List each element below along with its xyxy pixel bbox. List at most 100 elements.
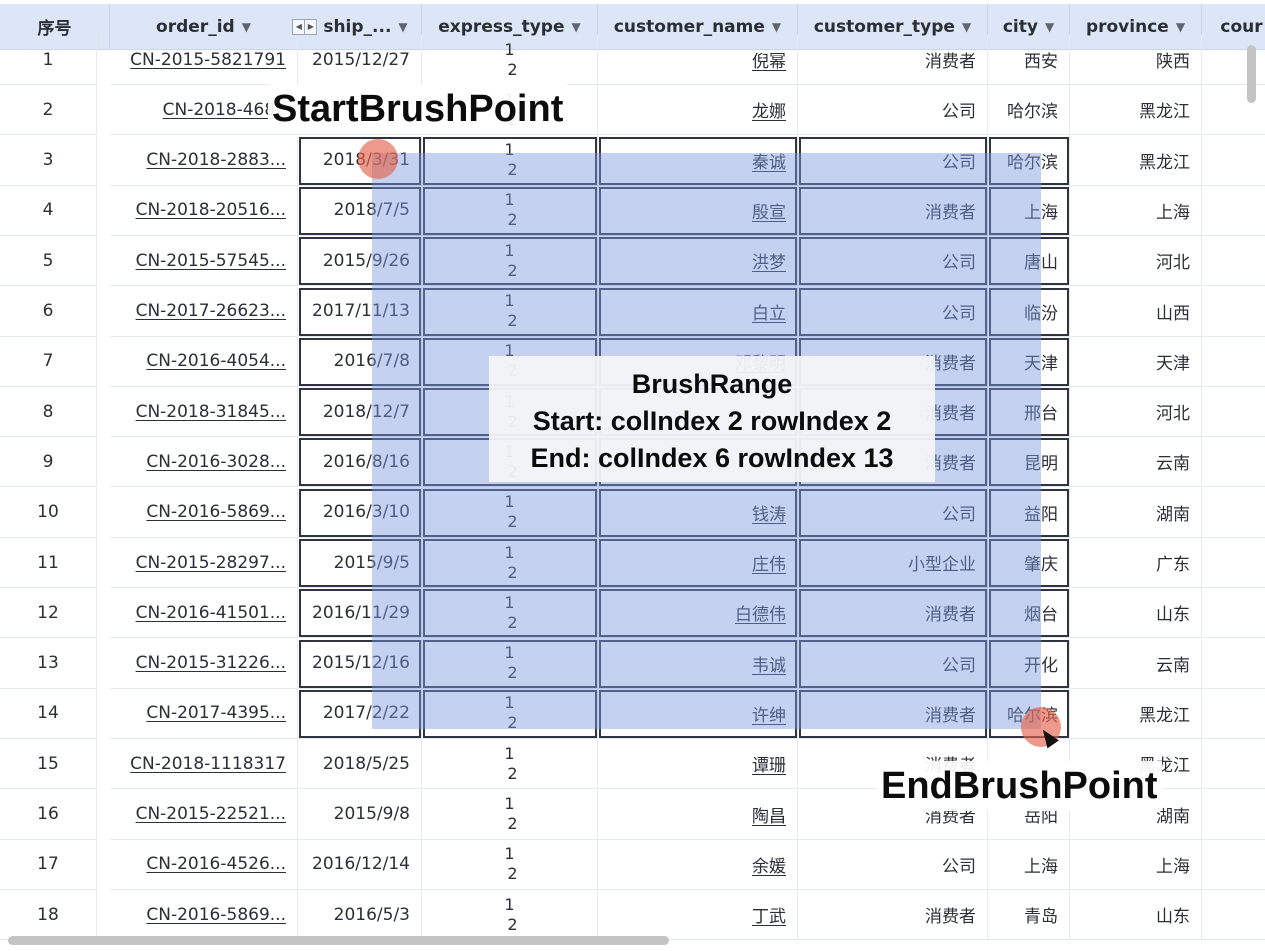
col-ship-cell[interactable]: 2016/3/10 [298, 487, 422, 538]
col-order-id-cell[interactable]: CN-2016-41501... [110, 588, 298, 639]
header-col-index[interactable]: 序号 [0, 4, 110, 50]
col-country-cell[interactable] [1202, 790, 1265, 840]
col-country-cell[interactable] [1202, 890, 1265, 941]
col-country-cell[interactable] [1202, 287, 1265, 337]
col-customer-name-value[interactable]: 陶昌 [752, 806, 786, 827]
col-country-cell[interactable] [1202, 35, 1265, 85]
horizontal-scrollbar[interactable] [8, 936, 669, 945]
col-ship-cell[interactable]: 2016/7/8 [298, 336, 422, 387]
col-index-cell[interactable]: 17 [0, 839, 97, 890]
sort-dropdown-icon[interactable]: ▼ [771, 19, 782, 34]
col-customer-type-cell[interactable]: 公司 [798, 839, 988, 890]
table-row[interactable]: 10 CN-2016-5869... 2016/3/10 1 2 钱涛 公司 益阳 湖南 [0, 487, 1265, 538]
col-order-id-value[interactable]: CN-2018-20516... [135, 200, 286, 221]
col-city-cell[interactable]: 开化 [988, 638, 1070, 689]
col-customer-name-value[interactable]: 许绅 [752, 705, 786, 726]
col-order-id-cell[interactable]: CN-2018-2883... [110, 135, 298, 186]
col-customer-name-cell[interactable]: 秦诚 [598, 135, 798, 186]
col-province-cell[interactable]: 云南 [1070, 437, 1202, 488]
col-ship-cell[interactable]: 2015/9/5 [298, 538, 422, 588]
col-country-cell[interactable] [1202, 85, 1265, 136]
sort-dropdown-icon[interactable]: ▼ [961, 19, 972, 34]
col-customer-name-cell[interactable]: 白立 [598, 286, 798, 337]
col-ship-cell[interactable]: 2016/8/16 [298, 437, 422, 488]
header-col-city[interactable]: city ▼ [988, 4, 1070, 50]
table-row[interactable]: 18 CN-2016-5869... 2016/5/3 1 2 丁武 消费者 青岛 山东 [0, 890, 1265, 941]
col-order-id-cell[interactable]: CN-2018-20516... [110, 185, 298, 236]
col-province-cell[interactable]: 湖南 [1070, 789, 1202, 840]
col-ship-cell[interactable]: 2018/12/7 [298, 387, 422, 438]
col-order-id-cell[interactable]: CN-2015-22521... [110, 789, 298, 840]
col-ship-cell[interactable]: 2016/12/14 [298, 839, 422, 890]
table-row[interactable]: 2CN-2018-468212龙娜公司哈尔滨黑龙江 [0, 85, 1265, 136]
col-customer-name-value[interactable]: 庄伟 [752, 555, 786, 575]
col-customer-type-cell[interactable]: 消费者 [798, 890, 988, 941]
col-customer-name-value[interactable]: 韦诚 [752, 655, 786, 676]
col-index-cell[interactable]: 6 [0, 286, 97, 337]
col-index-cell[interactable]: 5 [0, 236, 97, 287]
col-index-cell[interactable]: 16 [0, 789, 97, 840]
col-city-cell[interactable]: 烟台 [988, 588, 1070, 639]
col-country-cell[interactable] [1202, 588, 1265, 639]
col-city-cell[interactable]: 上海 [988, 839, 1070, 890]
col-province-cell[interactable]: 陕西 [1070, 35, 1202, 85]
col-customer-type-cell[interactable]: 消费者 [798, 35, 988, 85]
col-order-id-cell[interactable]: CN-2015-28297... [110, 538, 298, 588]
table-row[interactable]: 16 CN-2015-22521... 2015/9/8 1 2 陶昌 消费者 岳阳 湖南 [0, 789, 1265, 840]
col-customer-name-value[interactable]: 谭珊 [752, 756, 786, 777]
col-customer-name-value[interactable]: 倪幂 [752, 52, 786, 72]
col-customer-type-cell[interactable]: 消费者 [798, 789, 988, 840]
col-customer-name-value[interactable]: 白立 [752, 303, 786, 324]
col-customer-type-cell[interactable]: 公司 [798, 85, 988, 136]
col-city-cell[interactable]: 肇庆 [988, 538, 1070, 588]
col-index-cell[interactable]: 13 [0, 638, 97, 689]
col-city-cell[interactable]: 益阳 [988, 487, 1070, 538]
table-row[interactable]: 4 CN-2018-20516... 2018/7/5 1 2 殷宣 消费者 上海 上海 [0, 185, 1265, 236]
col-index-cell[interactable]: 7 [0, 336, 97, 387]
col-customer-name-value[interactable]: 白德伟 [735, 605, 786, 626]
col-order-id-cell[interactable]: CN-2016-3028... [110, 437, 298, 488]
col-index-cell[interactable]: 14 [0, 688, 97, 739]
col-province-cell[interactable]: 黑龙江 [1070, 688, 1202, 739]
table-row[interactable]: 5 CN-2015-57545... 2015/9/26 1 2 洪梦 公司 唐山 河北 [0, 236, 1265, 287]
col-index-cell[interactable]: 8 [0, 387, 97, 438]
col-province-cell[interactable]: 黑龙江 [1070, 85, 1202, 136]
col-province-cell[interactable]: 河北 [1070, 236, 1202, 287]
col-order-id-value[interactable]: CN-2018-1118317 [130, 753, 286, 774]
col-order-id-value[interactable]: CN-2018-4682 [162, 99, 286, 120]
col-city-cell[interactable]: 青岛 [988, 890, 1070, 941]
col-customer-type-cell[interactable]: 公司 [798, 638, 988, 689]
col-order-id-cell[interactable]: CN-2016-5869... [110, 890, 298, 941]
col-order-id-cell[interactable]: CN-2018-31845... [110, 387, 298, 438]
col-index-cell[interactable]: 11 [0, 538, 97, 588]
col-country-cell[interactable] [1202, 387, 1265, 438]
col-customer-name-cell[interactable]: 钱涛 [598, 487, 798, 538]
col-country-cell[interactable] [1202, 739, 1265, 790]
col-customer-name-value[interactable]: 洪梦 [752, 253, 786, 274]
header-col-ship[interactable]: ◀ ▶ ship_... ▼ [279, 4, 422, 50]
col-province-cell[interactable]: 云南 [1070, 638, 1202, 689]
header-col-country[interactable]: cour [1202, 4, 1265, 50]
col-province-cell[interactable]: 山东 [1070, 588, 1202, 639]
col-country-cell[interactable] [1202, 538, 1265, 588]
col-country-cell[interactable] [1202, 337, 1265, 387]
column-resize-icon[interactable]: ◀ ▶ [292, 18, 318, 35]
col-order-id-value[interactable]: CN-2015-57545... [135, 250, 286, 271]
col-customer-name-value[interactable]: 丁武 [752, 907, 786, 928]
col-index-cell[interactable]: 3 [0, 135, 97, 186]
col-order-id-cell[interactable]: CN-2015-31226... [110, 638, 298, 689]
col-order-id-value[interactable]: CN-2016-4526... [146, 854, 286, 875]
col-order-id-cell[interactable]: CN-2015-57545... [110, 236, 298, 287]
col-province-cell[interactable]: 天津 [1070, 336, 1202, 387]
header-col-customer-type[interactable]: customer_type ▼ [798, 4, 988, 50]
